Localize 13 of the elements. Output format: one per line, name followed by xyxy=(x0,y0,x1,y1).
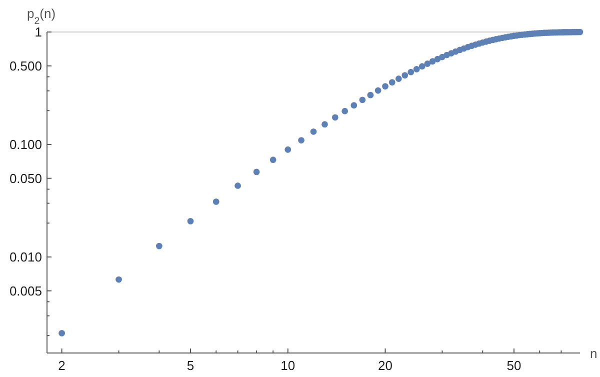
x-axis-title: n xyxy=(590,346,598,361)
x-tick-label: 20 xyxy=(378,358,392,373)
x-tick-label: 50 xyxy=(506,358,522,373)
y-tick-label: 0.005 xyxy=(9,283,42,298)
x-tick-label: 10 xyxy=(280,358,296,373)
y-tick-label: 0.500 xyxy=(9,58,42,74)
y-tick-label: 1 xyxy=(34,24,42,40)
x-tick-label: 2 xyxy=(58,358,66,373)
y-axis-title: p$_{2}$(n) xyxy=(27,6,56,26)
y-tick-label: 0.010 xyxy=(9,249,42,264)
x-tick-label: 5 xyxy=(186,358,194,373)
y-tick-label: 0.050 xyxy=(9,170,42,186)
y-tick-label: 0.100 xyxy=(9,136,42,152)
